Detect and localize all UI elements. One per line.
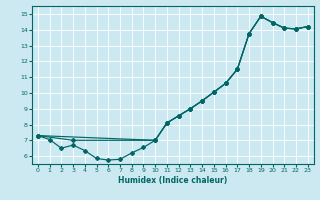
X-axis label: Humidex (Indice chaleur): Humidex (Indice chaleur) xyxy=(118,176,228,185)
